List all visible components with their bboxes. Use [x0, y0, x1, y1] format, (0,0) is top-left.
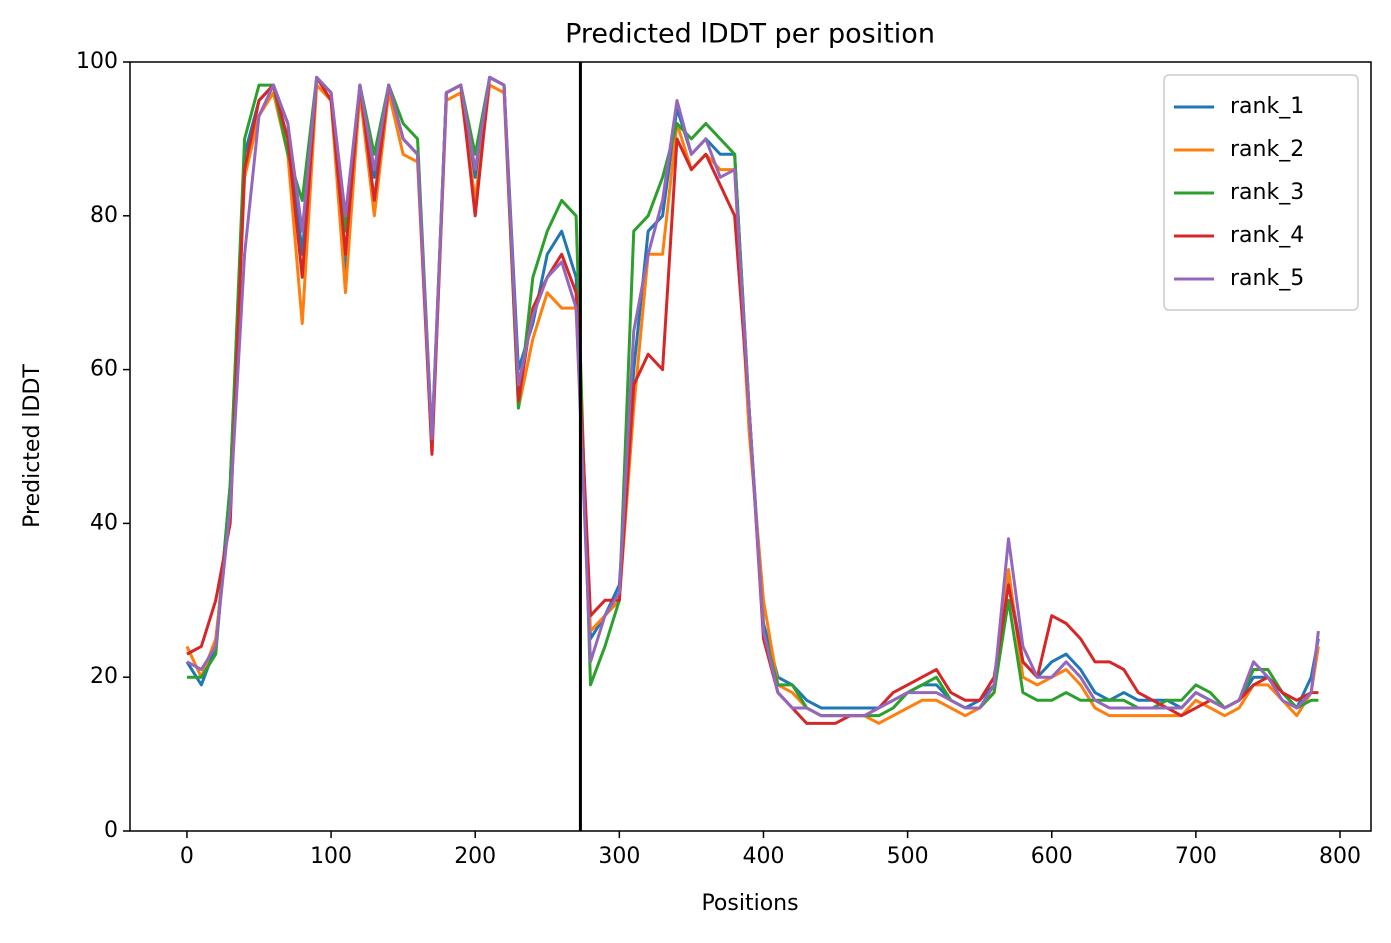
- y-tick-label: 20: [90, 664, 118, 689]
- legend-label: rank_4: [1230, 223, 1304, 248]
- x-tick-label: 600: [1031, 844, 1073, 869]
- y-axis-label: Predicted lDDT: [20, 364, 45, 528]
- x-tick-label: 300: [598, 844, 640, 869]
- plot-frame: [129, 61, 1372, 832]
- series-line: [185, 75, 1320, 710]
- legend-label: rank_3: [1230, 180, 1304, 205]
- x-tick-label: 0: [180, 844, 194, 869]
- y-tick-label: 0: [104, 818, 118, 843]
- x-tick-label: 400: [742, 844, 784, 869]
- series-line: [186, 75, 1320, 718]
- y-tick-label: 60: [90, 357, 118, 382]
- x-tick-label: 200: [454, 844, 496, 869]
- x-axis-label: Positions: [701, 891, 798, 916]
- y-tick-label: 40: [90, 510, 118, 535]
- legend-label: rank_5: [1230, 266, 1304, 291]
- x-tick-label: 800: [1319, 844, 1361, 869]
- x-tick-label: 100: [310, 844, 352, 869]
- legend-label: rank_1: [1230, 94, 1304, 119]
- legend-box: [1163, 74, 1359, 311]
- x-tick-label: 500: [887, 844, 929, 869]
- y-tick-label: 100: [76, 49, 118, 74]
- y-tick-label: 80: [90, 203, 118, 228]
- x-tick-label: 700: [1175, 844, 1217, 869]
- series-line: [185, 83, 1320, 725]
- legend-label: rank_2: [1230, 137, 1304, 162]
- series-line: [186, 75, 1319, 718]
- series-line: [186, 75, 1319, 725]
- chart-title: Predicted lDDT per position: [565, 19, 935, 50]
